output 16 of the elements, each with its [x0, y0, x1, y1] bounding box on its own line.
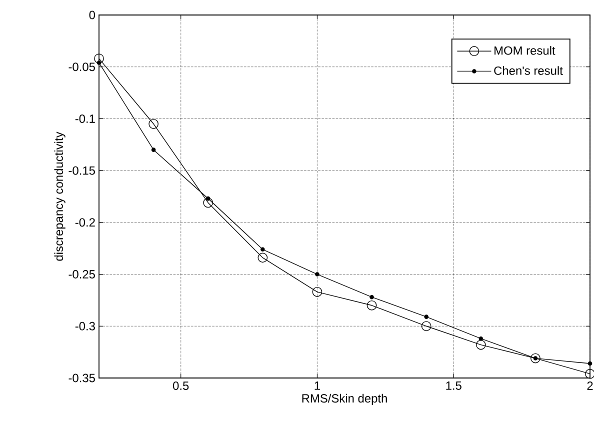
y-tick-label: 0	[89, 10, 96, 20]
x-tick-label: 1	[314, 382, 320, 390]
y-tick-label: -0.05	[68, 62, 95, 72]
legend-label: Chen's result	[494, 66, 563, 75]
y-axis-title: discrepancy conductivity	[54, 132, 66, 261]
legend-label: MOM result	[494, 46, 556, 55]
x-axis-title: RMS/Skin depth	[302, 394, 387, 405]
x-tick-label: 0.5	[172, 382, 189, 390]
y-tick-label: -0.2	[75, 218, 95, 227]
x-tick-label: 2	[587, 382, 593, 390]
y-tick-label: -0.3	[75, 322, 95, 330]
y-tick-label: -0.1	[75, 114, 95, 123]
y-tick-label: -0.15	[68, 166, 95, 175]
y-tick-label: -0.35	[68, 374, 95, 382]
x-tick-label: 1.5	[446, 382, 462, 390]
y-tick-label: -0.25	[68, 270, 95, 279]
